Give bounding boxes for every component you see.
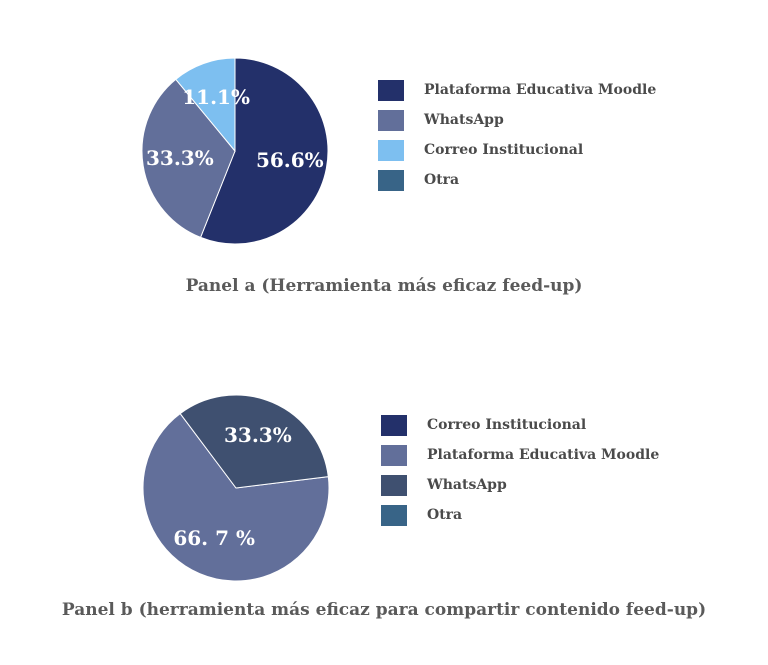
legend-label: WhatsApp — [424, 112, 504, 128]
panel-a: 56.6% 33.3% 11.1% Plataforma Educativa Moo… — [0, 0, 768, 330]
legend-item: Plataforma Educativa Moodle — [378, 75, 656, 105]
pie-chart-a: 56.6% 33.3% 11.1% — [141, 57, 329, 245]
legend-swatch — [381, 504, 407, 526]
legend-swatch — [378, 169, 404, 191]
legend-item: Otra — [381, 500, 659, 530]
legend-label: Correo Institucional — [424, 142, 584, 158]
legend-item: Correo Institucional — [378, 135, 656, 165]
pie-slice-plataforma-educativa-moodle — [199, 57, 329, 245]
legend-label: Plataforma Educativa Moodle — [427, 447, 660, 463]
legend-a: Plataforma Educativa Moodle WhatsApp Cor… — [378, 75, 656, 195]
legend-item: Plataforma Educativa Moodle — [381, 440, 659, 470]
panel-b: 66. 7 % 33.3% Correo Institucional Plataf… — [0, 380, 768, 665]
legend-swatch — [378, 139, 404, 161]
legend-item: WhatsApp — [378, 105, 656, 135]
legend-swatch — [378, 109, 404, 131]
legend-swatch — [381, 474, 407, 496]
data-label-correo-institucional: 11.1% — [182, 85, 250, 109]
legend-label: WhatsApp — [427, 477, 507, 493]
pie-slice-whatsapp — [179, 394, 329, 489]
data-label-plataforma-educativa-moodle: 66. 7 % — [173, 526, 255, 550]
panel-a-title: Panel a (Herramienta más eficaz feed-up) — [185, 276, 583, 296]
legend-swatch — [381, 414, 407, 436]
data-label-plataforma-educativa-moodle: 56.6% — [256, 148, 324, 172]
legend-label: Plataforma Educativa Moodle — [424, 82, 657, 98]
pie-slice-plataforma-educativa-moodle — [142, 412, 330, 582]
legend-swatch — [381, 444, 407, 466]
legend-label: Otra — [427, 507, 463, 523]
legend-b: Correo Institucional Plataforma Educativ… — [381, 410, 659, 530]
data-label-whatsapp: 33.3% — [146, 146, 214, 170]
legend-item: Correo Institucional — [381, 410, 659, 440]
legend-swatch — [378, 79, 404, 101]
panel-b-title: Panel b (herramienta más eficaz para com… — [61, 600, 707, 620]
legend-item: WhatsApp — [381, 470, 659, 500]
data-label-whatsapp: 33.3% — [224, 423, 292, 447]
pie-chart-b: 66. 7 % 33.3% — [142, 394, 330, 582]
pie-slice-correo-institucional — [175, 57, 236, 153]
legend-label: Correo Institucional — [427, 417, 587, 433]
pie-slice-whatsapp — [141, 78, 236, 239]
legend-item: Otra — [378, 165, 656, 195]
legend-label: Otra — [424, 172, 460, 188]
